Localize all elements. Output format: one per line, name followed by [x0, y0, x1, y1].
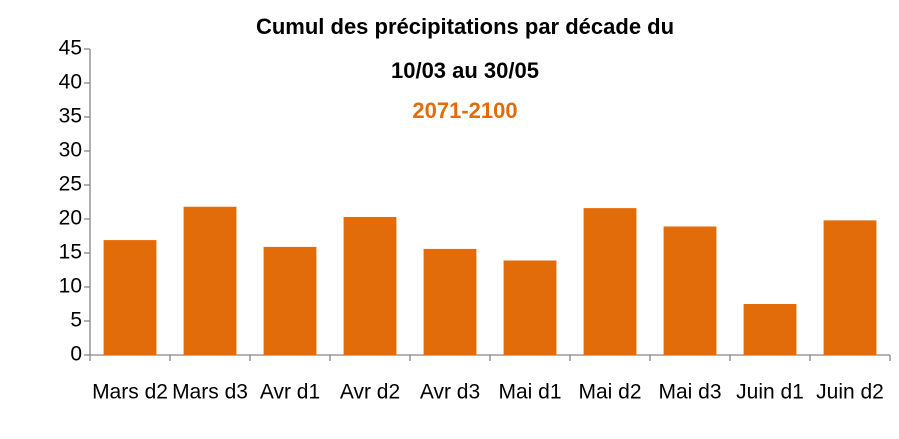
- bar: [183, 206, 237, 355]
- bar: [503, 260, 557, 355]
- y-tick-label: 25: [59, 173, 82, 196]
- bar: [583, 208, 637, 355]
- x-tick-label: Mai d1: [498, 381, 561, 404]
- y-tick-label: 30: [59, 139, 82, 162]
- bar: [343, 216, 397, 355]
- x-tick-label: Juin d1: [736, 381, 804, 404]
- bar: [663, 226, 717, 355]
- y-tick-label: 10: [59, 275, 82, 298]
- bar: [263, 246, 317, 355]
- x-tick-label: Mars d2: [92, 381, 168, 404]
- x-tick-label: Avr d3: [420, 381, 480, 404]
- x-tick-label: Mai d2: [578, 381, 641, 404]
- bar: [743, 304, 797, 355]
- y-tick-label: 45: [59, 37, 82, 60]
- bar: [823, 220, 877, 355]
- y-tick-label: 15: [59, 241, 82, 264]
- chart-title: Cumul des précipitations par décade du 10…: [256, 14, 674, 83]
- bar: [103, 240, 157, 355]
- x-tick-label: Mai d3: [658, 381, 721, 404]
- y-tick-label: 0: [70, 343, 82, 366]
- x-tick-label: Avr d1: [260, 381, 320, 404]
- bar: [423, 248, 477, 355]
- x-tick-label: Mars d3: [172, 381, 248, 404]
- x-tick-label: Avr d2: [340, 381, 400, 404]
- y-tick-label: 40: [59, 71, 82, 94]
- y-tick-label: 20: [59, 207, 82, 230]
- chart-subtitle: 2071-2100: [412, 98, 517, 123]
- x-tick-label: Juin d2: [816, 381, 884, 404]
- y-tick-label: 35: [59, 105, 82, 128]
- y-tick-label: 5: [70, 309, 82, 332]
